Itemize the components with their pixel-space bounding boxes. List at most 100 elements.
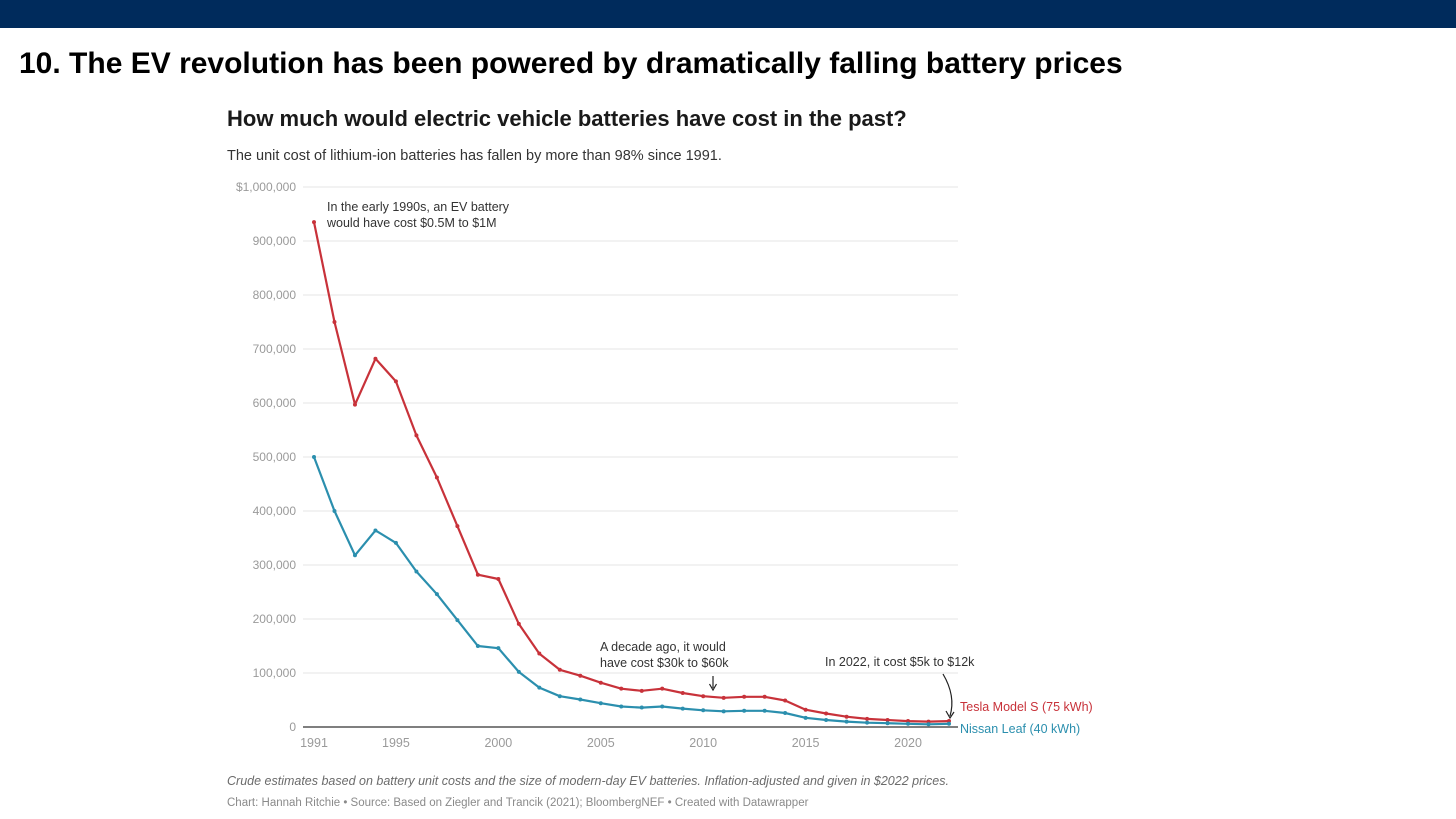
data-point-tesla [844,714,849,719]
y-tick-label: 200,000 [253,612,297,626]
gridlines [303,186,958,674]
data-point-tesla [373,356,378,361]
data-point-nissan [619,704,624,709]
series-lines [312,220,951,727]
data-point-nissan [742,708,747,713]
y-tick-label: 800,000 [253,288,297,302]
annotation-decade-ago-line1: A decade ago, it would [600,640,726,654]
data-point-nissan [332,509,337,513]
data-point-nissan [824,717,829,722]
data-point-nissan [762,708,767,713]
data-point-tesla [701,694,706,699]
data-point-nissan [926,722,931,727]
data-point-nissan [475,644,480,648]
data-point-tesla [660,686,665,691]
y-tick-label: 300,000 [253,558,297,572]
data-point-nissan [660,704,665,709]
data-point-tesla [742,694,747,699]
slide-title: 10. The EV revolution has been powered b… [19,47,1123,80]
data-point-tesla [803,707,808,712]
data-point-nissan [701,708,706,713]
annotation-2022-arrow [942,673,953,717]
data-point-nissan [496,646,501,651]
series-labels: Tesla Model S (75 kWh) Nissan Leaf (40 k… [960,700,1093,736]
annotation-2022: In 2022, it cost $5k to $12k [825,655,975,669]
data-point-nissan [516,669,521,674]
data-point-nissan [783,710,788,715]
data-point-tesla [865,716,870,721]
data-point-tesla [516,621,521,626]
data-point-nissan [680,706,685,711]
chart-notes: Crude estimates based on battery unit co… [227,774,949,788]
data-point-tesla [619,686,624,691]
data-point-tesla [352,402,357,407]
data-point-nissan [434,592,439,597]
data-point-nissan [639,705,644,710]
chart-subtitle: The unit cost of lithium-ion batteries h… [227,148,722,164]
annotation-decade-arrowhead [708,683,718,692]
data-point-tesla [475,572,480,577]
y-tick-label: 600,000 [253,396,297,410]
data-point-tesla [537,651,542,656]
data-point-tesla [598,680,603,685]
annotation-2022-arrowhead [945,710,955,720]
series-label-tesla: Tesla Model S (75 kWh) [960,700,1093,714]
y-tick-label: 500,000 [253,450,297,464]
x-tick-label: 2020 [894,736,922,750]
data-point-nissan [578,697,583,702]
data-point-nissan [598,701,603,706]
data-point-tesla [455,524,460,529]
data-point-tesla [680,690,685,695]
data-point-tesla [721,695,726,700]
data-point-tesla [885,717,890,722]
series-line-nissan [312,456,950,726]
y-tick-label: 0 [289,720,296,734]
data-point-nissan [844,719,849,724]
data-point-nissan [537,685,542,690]
data-point-nissan [557,694,562,699]
x-tick-label: 2005 [587,736,615,750]
data-point-tesla [762,694,767,699]
data-point-nissan [803,715,808,720]
axes: 0 100,000 200,000 300,000 400,000 500,000 600,… [236,180,958,750]
data-point-nissan [721,709,726,714]
data-point-tesla [824,711,829,716]
data-point-nissan [947,721,951,726]
series-label-nissan: Nissan Leaf (40 kWh) [960,722,1080,736]
header-bar [0,0,1456,28]
x-tick-label: 2010 [689,736,717,750]
y-tick-label: 100,000 [253,666,297,680]
data-point-nissan [393,540,398,545]
y-tick-label: $1,000,000 [236,180,296,194]
annotation-decade-ago-line2: have cost $30k to $60k [600,656,729,670]
annotation-early-1990s-line2: would have cost $0.5M to $1M [326,216,497,230]
data-point-nissan [312,455,316,459]
data-point-tesla [414,433,419,438]
data-point-tesla [639,688,644,693]
data-point-tesla [557,667,562,672]
y-tick-label: 700,000 [253,342,297,356]
data-point-tesla [783,698,788,703]
data-point-nissan [414,569,419,574]
x-tick-label: 1995 [382,736,410,750]
annotations: In the early 1990s, an EV battery would … [326,200,975,720]
data-point-nissan [352,553,357,558]
chart-credits: Chart: Hannah Ritchie • Source: Based on… [227,797,809,809]
x-tick-label: 2015 [792,736,820,750]
data-point-nissan [455,618,460,623]
data-point-tesla [496,577,501,582]
data-point-tesla [332,320,337,324]
annotation-early-1990s-line1: In the early 1990s, an EV battery [327,200,510,214]
data-point-nissan [865,720,870,725]
data-point-nissan [885,721,890,726]
data-point-tesla [578,673,583,678]
data-point-tesla [434,475,439,480]
y-tick-label: 400,000 [253,504,297,518]
y-tick-label: 900,000 [253,234,297,248]
data-point-nissan [373,528,378,533]
series-line-tesla [312,221,950,723]
x-tick-label: 1991 [300,736,328,750]
x-tick-label: 2000 [484,736,512,750]
data-point-tesla [312,220,316,225]
